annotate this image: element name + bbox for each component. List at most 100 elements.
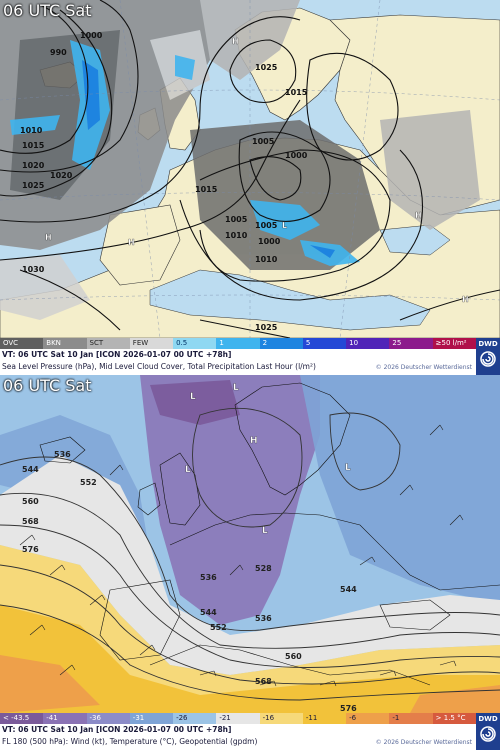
low-center-marker: L	[262, 526, 268, 536]
legend-swatch: 25	[389, 338, 433, 349]
low-center-marker: L	[190, 392, 196, 402]
high-pressure-marker: H	[462, 295, 469, 304]
legend-swatch: 5	[302, 338, 347, 349]
legend-swatch: SCT	[86, 338, 130, 349]
valid-time-info: VT: 06 UTC Sat 10 Jan [ICON 2026-01-07 0…	[2, 350, 232, 359]
dwd-swirl-icon	[480, 726, 496, 742]
isobar-label: 1005	[225, 215, 248, 224]
isobar-label: 1010	[225, 231, 248, 240]
high-pressure-marker: H	[128, 238, 135, 247]
valid-time-info: VT: 06 UTC Sat 10 Jan [ICON 2026-01-07 0…	[2, 725, 232, 734]
isobar-label: 1005	[252, 137, 275, 146]
geopotential-label: 536	[54, 450, 71, 459]
geopotential-labels: 536 544 552 560 568 576 528 536 536 544 …	[22, 450, 357, 713]
black-sea	[379, 224, 451, 256]
legend-swatch: -31	[129, 713, 174, 724]
geopotential-label: 576	[340, 704, 357, 713]
isobar-label: 1000	[258, 237, 281, 246]
wind-barbs	[19, 424, 464, 687]
isobars	[0, 0, 500, 338]
isobar-label: 1030	[22, 265, 45, 274]
low-center-marker: L	[233, 383, 239, 393]
isobar-label: 990	[50, 48, 67, 57]
isobar-label: 1025	[255, 323, 278, 332]
geopotential-label: 536	[255, 614, 272, 623]
copyright-notice: © 2026 Deutscher Wetterdienst	[375, 739, 472, 746]
high-center-marker: H	[250, 436, 258, 446]
high-pressure-marker: H	[415, 211, 422, 220]
valid-time-label: 06 UTC Sat	[3, 376, 92, 395]
legend-swatch: 10	[346, 338, 390, 349]
legend-swatch: ≥50 l/m²	[432, 338, 476, 349]
dwd-logo: DWD	[476, 713, 500, 750]
isobar-label: 1000	[80, 31, 103, 40]
geopotential-label: 560	[22, 497, 39, 506]
upper-air-map: 536 544 552 560 568 576 528 536 536 544 …	[0, 375, 500, 713]
isobar-label: 1020	[22, 161, 45, 170]
legend-swatch: -36	[86, 713, 130, 724]
sea-level-pressure-map: 1000 990 1010 1015 1020 1025 1030 1005 1…	[0, 0, 500, 338]
legend-swatch: < -43.5	[0, 713, 44, 724]
legend-swatch: -26	[173, 713, 217, 724]
temperature-cold-core	[140, 375, 320, 625]
isobar-label: 1020	[50, 171, 73, 180]
high-pressure-marker: H	[232, 37, 239, 46]
parameter-description: Sea Level Pressure (hPa), Mid Level Clou…	[2, 362, 316, 371]
sea-level-pressure-panel: 1000 990 1010 1015 1020 1025 1030 1005 1…	[0, 0, 500, 375]
map-info: VT: 06 UTC Sat 10 Jan [ICON 2026-01-07 0…	[0, 349, 476, 375]
legend-swatch: OVC	[0, 338, 44, 349]
geopotential-label: 568	[255, 677, 272, 686]
isobar-label: 1015	[285, 88, 308, 97]
legend-swatch: -41	[43, 713, 87, 724]
precipitation	[10, 40, 360, 266]
isobar-label: 1025	[255, 63, 278, 72]
isobar-labels: 1000 990 1010 1015 1020 1025 1030 1005 1…	[20, 31, 308, 332]
geopotential-label: 568	[22, 517, 39, 526]
valid-time-label: 06 UTC Sat	[3, 1, 92, 20]
geopotential-label: 544	[22, 465, 39, 474]
isobar-label: 1000	[285, 151, 308, 160]
geopotential-label: 552	[80, 478, 97, 487]
legend-swatch: > 1.5 °C	[432, 713, 476, 724]
legend-swatch: -16	[259, 713, 303, 724]
legend-swatch: -6	[346, 713, 390, 724]
upper-air-500hpa-panel: 536 544 552 560 568 576 528 536 536 544 …	[0, 375, 500, 750]
isobar-label: 1015	[22, 141, 45, 150]
geopotential-label: 544	[200, 608, 217, 617]
temperature-mid	[300, 375, 500, 605]
pressure-centers: H H L L H H H	[45, 5, 469, 304]
pressure-centers: L L L H L L	[185, 383, 351, 536]
legend-swatch: -1	[389, 713, 433, 724]
parameter-description: FL 180 (500 hPa): Wind (kt), Temperature…	[2, 737, 258, 746]
isobar-label: 1010	[20, 126, 43, 135]
geopotential-label: 552	[210, 623, 227, 632]
temperature-legend: < -43.5 -41 -36 -31 -26 -21 -16 -11 -6 -1 > 1.5 °C	[0, 713, 476, 724]
geopotential-label: 560	[285, 652, 302, 661]
cloud-cover	[0, 0, 480, 320]
legend-swatch: 2	[259, 338, 303, 349]
cloud-precip-legend: OVC BKN SCT FEW 0.5 1 2 5 10 25 ≥50 l/m²	[0, 338, 476, 349]
legend-swatch: -11	[302, 713, 347, 724]
low-center-marker: L	[185, 465, 191, 475]
precipitation-heavy	[82, 60, 335, 258]
geopotential-contours	[0, 407, 500, 701]
legend-swatch: 0.5	[173, 338, 217, 349]
dwd-logo: DWD	[476, 338, 500, 375]
legend-swatch: FEW	[129, 338, 174, 349]
dwd-logo-text: DWD	[478, 715, 498, 723]
isobar-label: 1005	[255, 221, 278, 230]
geopotential-label: 544	[340, 585, 357, 594]
geopotential-label: 536	[200, 573, 217, 582]
temperature-coldest	[150, 380, 240, 425]
geopotential-label: 528	[255, 564, 272, 573]
grid-lines	[0, 0, 500, 338]
isobar-label: 1010	[255, 255, 278, 264]
geopotential-label: 576	[22, 545, 39, 554]
copyright-notice: © 2026 Deutscher Wetterdienst	[375, 364, 472, 371]
dwd-swirl-icon	[480, 351, 496, 367]
isobar-label: 1015	[195, 185, 218, 194]
low-pressure-marker: L	[282, 221, 287, 230]
legend-swatch: 1	[216, 338, 260, 349]
high-pressure-marker: H	[45, 233, 52, 242]
map-info: VT: 06 UTC Sat 10 Jan [ICON 2026-01-07 0…	[0, 724, 476, 750]
